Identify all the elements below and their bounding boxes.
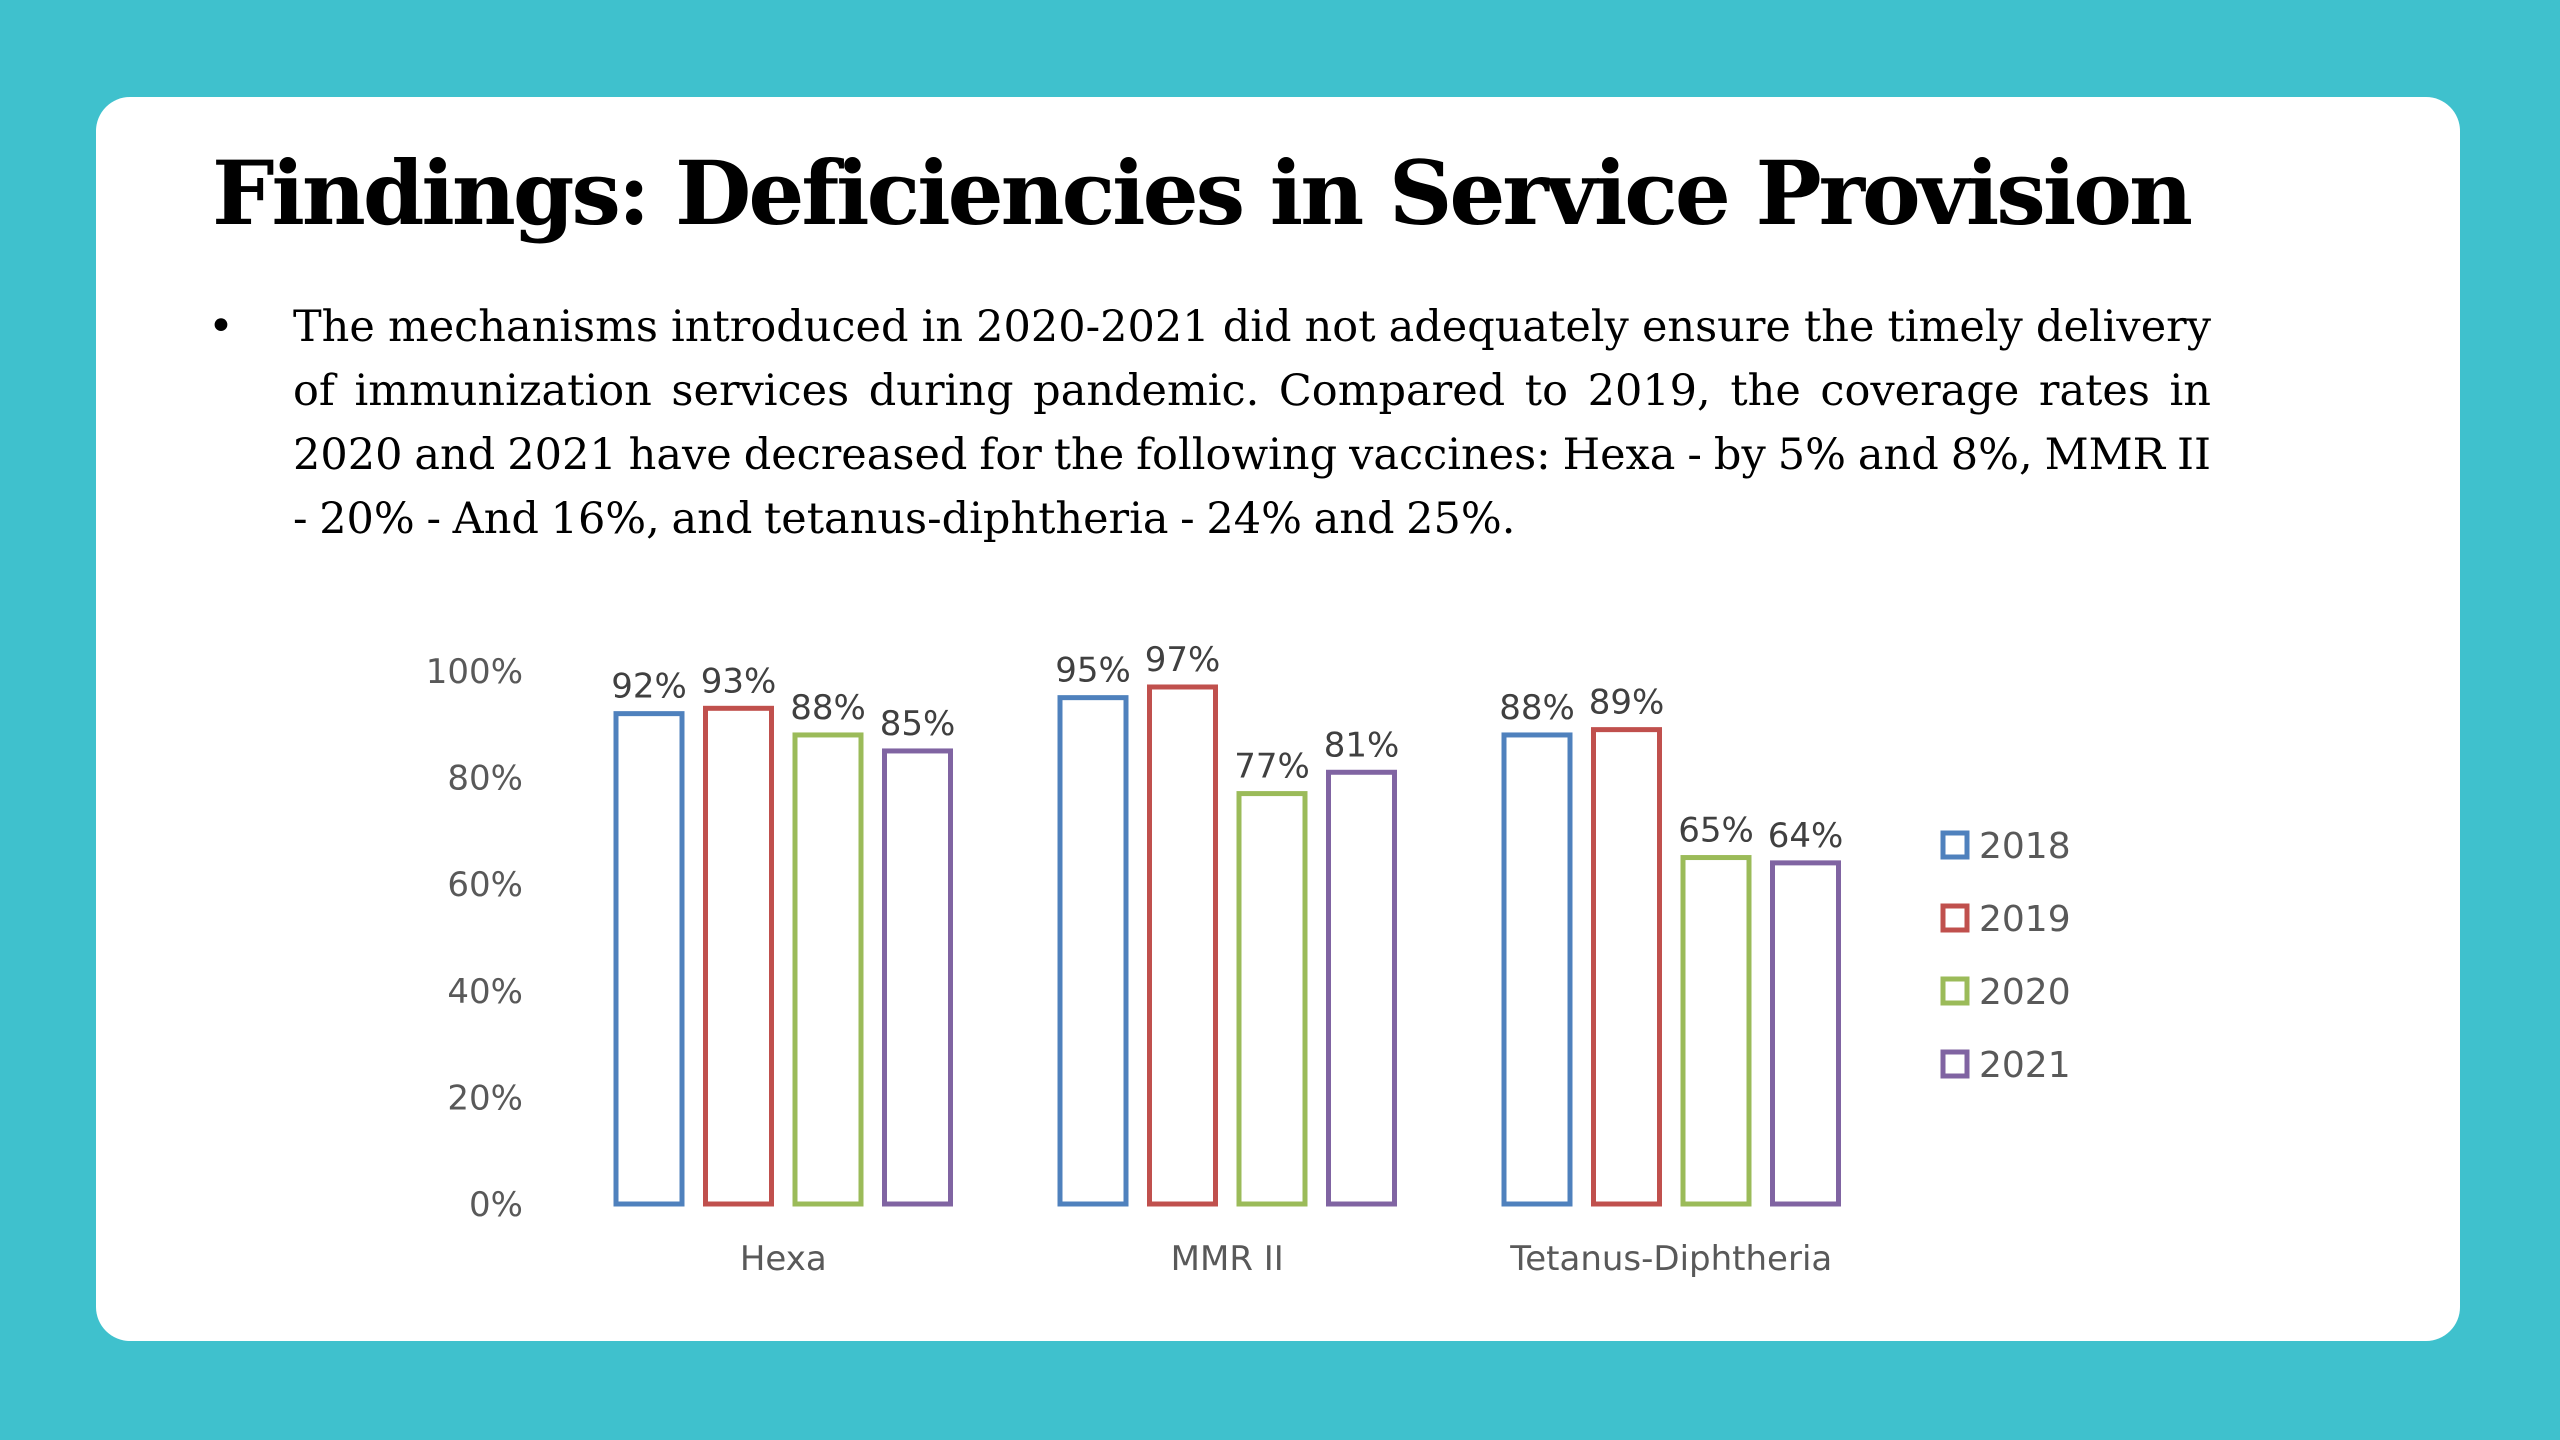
bar-2018-hexa (613, 711, 685, 1207)
bar-2018-mmr-ii (1057, 695, 1129, 1207)
category-label: Hexa (740, 1239, 827, 1279)
bar-2019-mmr-ii (1147, 684, 1218, 1207)
data-label: 92% (611, 667, 687, 707)
bar-2021-tetanus-diphtheria (1770, 860, 1841, 1207)
slide-title: Findings: Deficiencies in Service Provis… (212, 141, 2193, 245)
data-label: 81% (1324, 725, 1400, 765)
legend-swatch (1940, 830, 1970, 860)
data-label: 65% (1678, 811, 1754, 851)
category-label: MMR II (1171, 1239, 1284, 1279)
data-label: 89% (1589, 683, 1665, 723)
legend-label: 2019 (1979, 899, 2071, 940)
y-tick-label: 0% (469, 1185, 523, 1225)
bar-2021-hexa (882, 748, 953, 1207)
data-label: 88% (790, 688, 866, 728)
y-tick-label: 100% (426, 652, 523, 692)
data-label: 85% (880, 704, 956, 744)
bar-2020-mmr-ii (1236, 791, 1308, 1207)
legend-swatch (1940, 1049, 1970, 1079)
bar-2018-tetanus-diphtheria (1501, 732, 1573, 1207)
slide-panel: Findings: Deficiencies in Service Provis… (96, 97, 2460, 1341)
y-tick-label: 40% (447, 972, 523, 1012)
bar-2019-hexa (703, 705, 774, 1207)
legend-swatch (1940, 976, 1970, 1006)
y-tick-label: 20% (447, 1078, 523, 1118)
legend-label: 2021 (1979, 1045, 2071, 1086)
data-label: 88% (1499, 688, 1575, 728)
bullet-text: The mechanisms introduced in 2020-2021 d… (293, 302, 2211, 544)
data-label: 97% (1145, 640, 1221, 680)
bar-2019-tetanus-diphtheria (1591, 727, 1662, 1207)
data-label: 93% (701, 661, 777, 701)
y-tick-label: 60% (447, 865, 523, 905)
data-label: 77% (1234, 747, 1310, 787)
data-label: 95% (1055, 651, 1131, 691)
category-label: Tetanus-Diphtheria (1509, 1239, 1832, 1279)
bar-2021-mmr-ii (1326, 769, 1397, 1207)
legend-swatch (1940, 903, 1970, 933)
legend-label: 2020 (1979, 972, 2071, 1013)
y-tick-label: 80% (447, 759, 523, 799)
bar-2020-tetanus-diphtheria (1680, 855, 1752, 1207)
legend-label: 2018 (1979, 826, 2071, 867)
data-label: 64% (1768, 816, 1844, 856)
bullet-marker: • (208, 301, 234, 352)
bar-2020-hexa (792, 732, 864, 1207)
